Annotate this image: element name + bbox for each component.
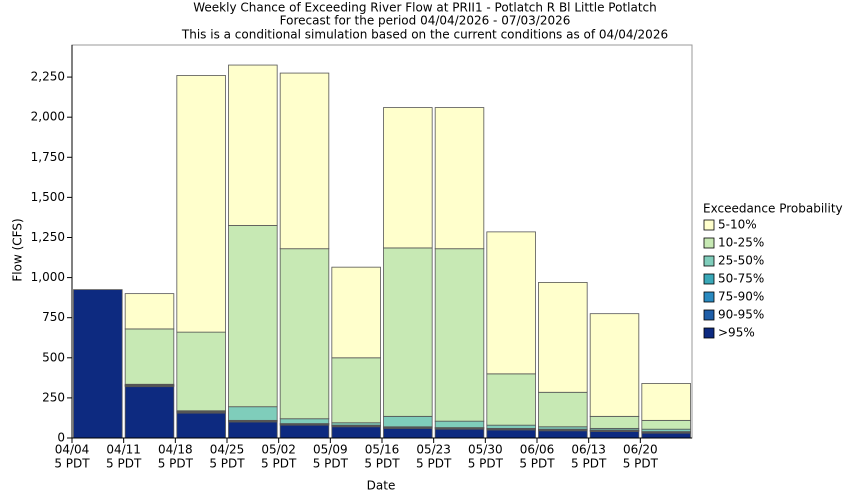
y-tick-label: 750 [42, 310, 65, 324]
x-tick-label: 5 PDT [623, 457, 659, 471]
bar-segment [124, 328, 175, 385]
bar-segment [176, 75, 226, 333]
x-tick-label: 5 PDT [106, 457, 142, 471]
legend-swatch [703, 255, 715, 267]
bar-segment [589, 415, 640, 429]
x-tick-label: 04/25 [210, 443, 245, 457]
bar-segment [641, 419, 691, 430]
x-tick-label: 06/06 [520, 443, 555, 457]
bar-segment [228, 421, 278, 439]
bar-segment [486, 231, 536, 375]
bar-segment [124, 293, 175, 330]
y-tick-label: 2,000 [31, 110, 65, 124]
x-tick-label: 5 PDT [261, 457, 297, 471]
bar-segment [176, 331, 226, 412]
bar-segment [228, 64, 278, 226]
bar-segment [434, 107, 485, 250]
bar-segment [486, 429, 536, 439]
chart-title: Weekly Chance of Exceeding River Flow at… [193, 1, 657, 15]
x-tick-label: 5 PDT [364, 457, 400, 471]
x-tick-label: 06/13 [571, 443, 606, 457]
y-tick-label: 1,250 [31, 230, 65, 244]
x-tick-label: 05/23 [416, 443, 451, 457]
y-axis-label: Flow (CFS) [11, 218, 25, 281]
bar-segment [434, 420, 485, 428]
x-tick-label: 5 PDT [313, 457, 349, 471]
y-tick-label: 1,500 [31, 190, 65, 204]
legend-label: 25-50% [718, 254, 764, 268]
plot-area [71, 44, 693, 439]
bar-segment [434, 428, 485, 439]
bar-segment [486, 424, 536, 429]
bar-segment [383, 247, 433, 417]
legend-swatch [703, 219, 715, 231]
x-tick-label: 05/30 [468, 443, 503, 457]
legend-swatch [703, 273, 715, 285]
y-tick-label: 1,000 [31, 270, 65, 284]
x-tick-label: 05/02 [261, 443, 296, 457]
bar-segment [589, 313, 640, 417]
bar-segment [434, 248, 485, 422]
x-tick-label: 5 PDT [416, 457, 452, 471]
bar-segment [73, 289, 123, 439]
x-tick-label: 5 PDT [468, 457, 504, 471]
bar-segment [331, 426, 381, 439]
legend-swatch [703, 291, 715, 303]
bar-segment [538, 391, 588, 428]
x-tick-label: 5 PDT [571, 457, 607, 471]
legend-swatch [703, 237, 715, 249]
legend-label: 90-95% [718, 308, 764, 322]
bar-segment [331, 266, 381, 359]
bar-segment [228, 406, 278, 421]
legend-swatch [703, 327, 715, 339]
bar-segment [589, 431, 640, 439]
x-tick-label: 06/20 [623, 443, 658, 457]
legend-label: 75-90% [718, 290, 764, 304]
y-tick-label: 0 [57, 431, 65, 445]
x-tick-label: 04/11 [106, 443, 141, 457]
bar-segment [279, 248, 330, 420]
bar-segment [383, 427, 433, 439]
legend-swatch [703, 309, 715, 321]
legend-title: Exceedance Probability [703, 202, 843, 216]
bar-segment [124, 386, 175, 439]
x-tick-label: 04/04 [55, 443, 90, 457]
bar-segment [486, 373, 536, 426]
x-tick-label: 5 PDT [54, 457, 90, 471]
bar-segment [279, 418, 330, 424]
bar-segment [176, 412, 226, 439]
bar-segment [279, 72, 330, 250]
legend-label: 10-25% [718, 236, 764, 250]
x-tick-label: 5 PDT [158, 457, 194, 471]
y-tick-label: 2,250 [31, 70, 65, 84]
legend-label: 5-10% [718, 218, 757, 232]
bar-segment [538, 430, 588, 439]
x-tick-label: 5 PDT [209, 457, 245, 471]
bar-segment [383, 415, 433, 428]
bar-segment [538, 282, 588, 393]
x-axis-label: Date [367, 479, 396, 493]
x-tick-label: 04/18 [158, 443, 193, 457]
y-tick-label: 500 [42, 350, 65, 364]
bar-segment [641, 383, 691, 421]
x-tick-label: 05/09 [313, 443, 348, 457]
y-tick-label: 250 [42, 390, 65, 404]
chart-subtitle: This is a conditional simulation based o… [181, 28, 668, 42]
bar-segment [228, 225, 278, 408]
x-tick-label: 05/16 [365, 443, 400, 457]
bar-segment [383, 107, 433, 249]
legend-label: >95% [718, 326, 755, 340]
chart-subtitle: Forecast for the period 04/04/2026 - 07/… [280, 14, 571, 28]
bar-segment [279, 424, 330, 439]
y-tick-label: 1,750 [31, 150, 65, 164]
x-tick-label: 5 PDT [519, 457, 555, 471]
legend-label: 50-75% [718, 272, 764, 286]
bar-segment [331, 357, 381, 424]
bar-segment [641, 432, 691, 439]
